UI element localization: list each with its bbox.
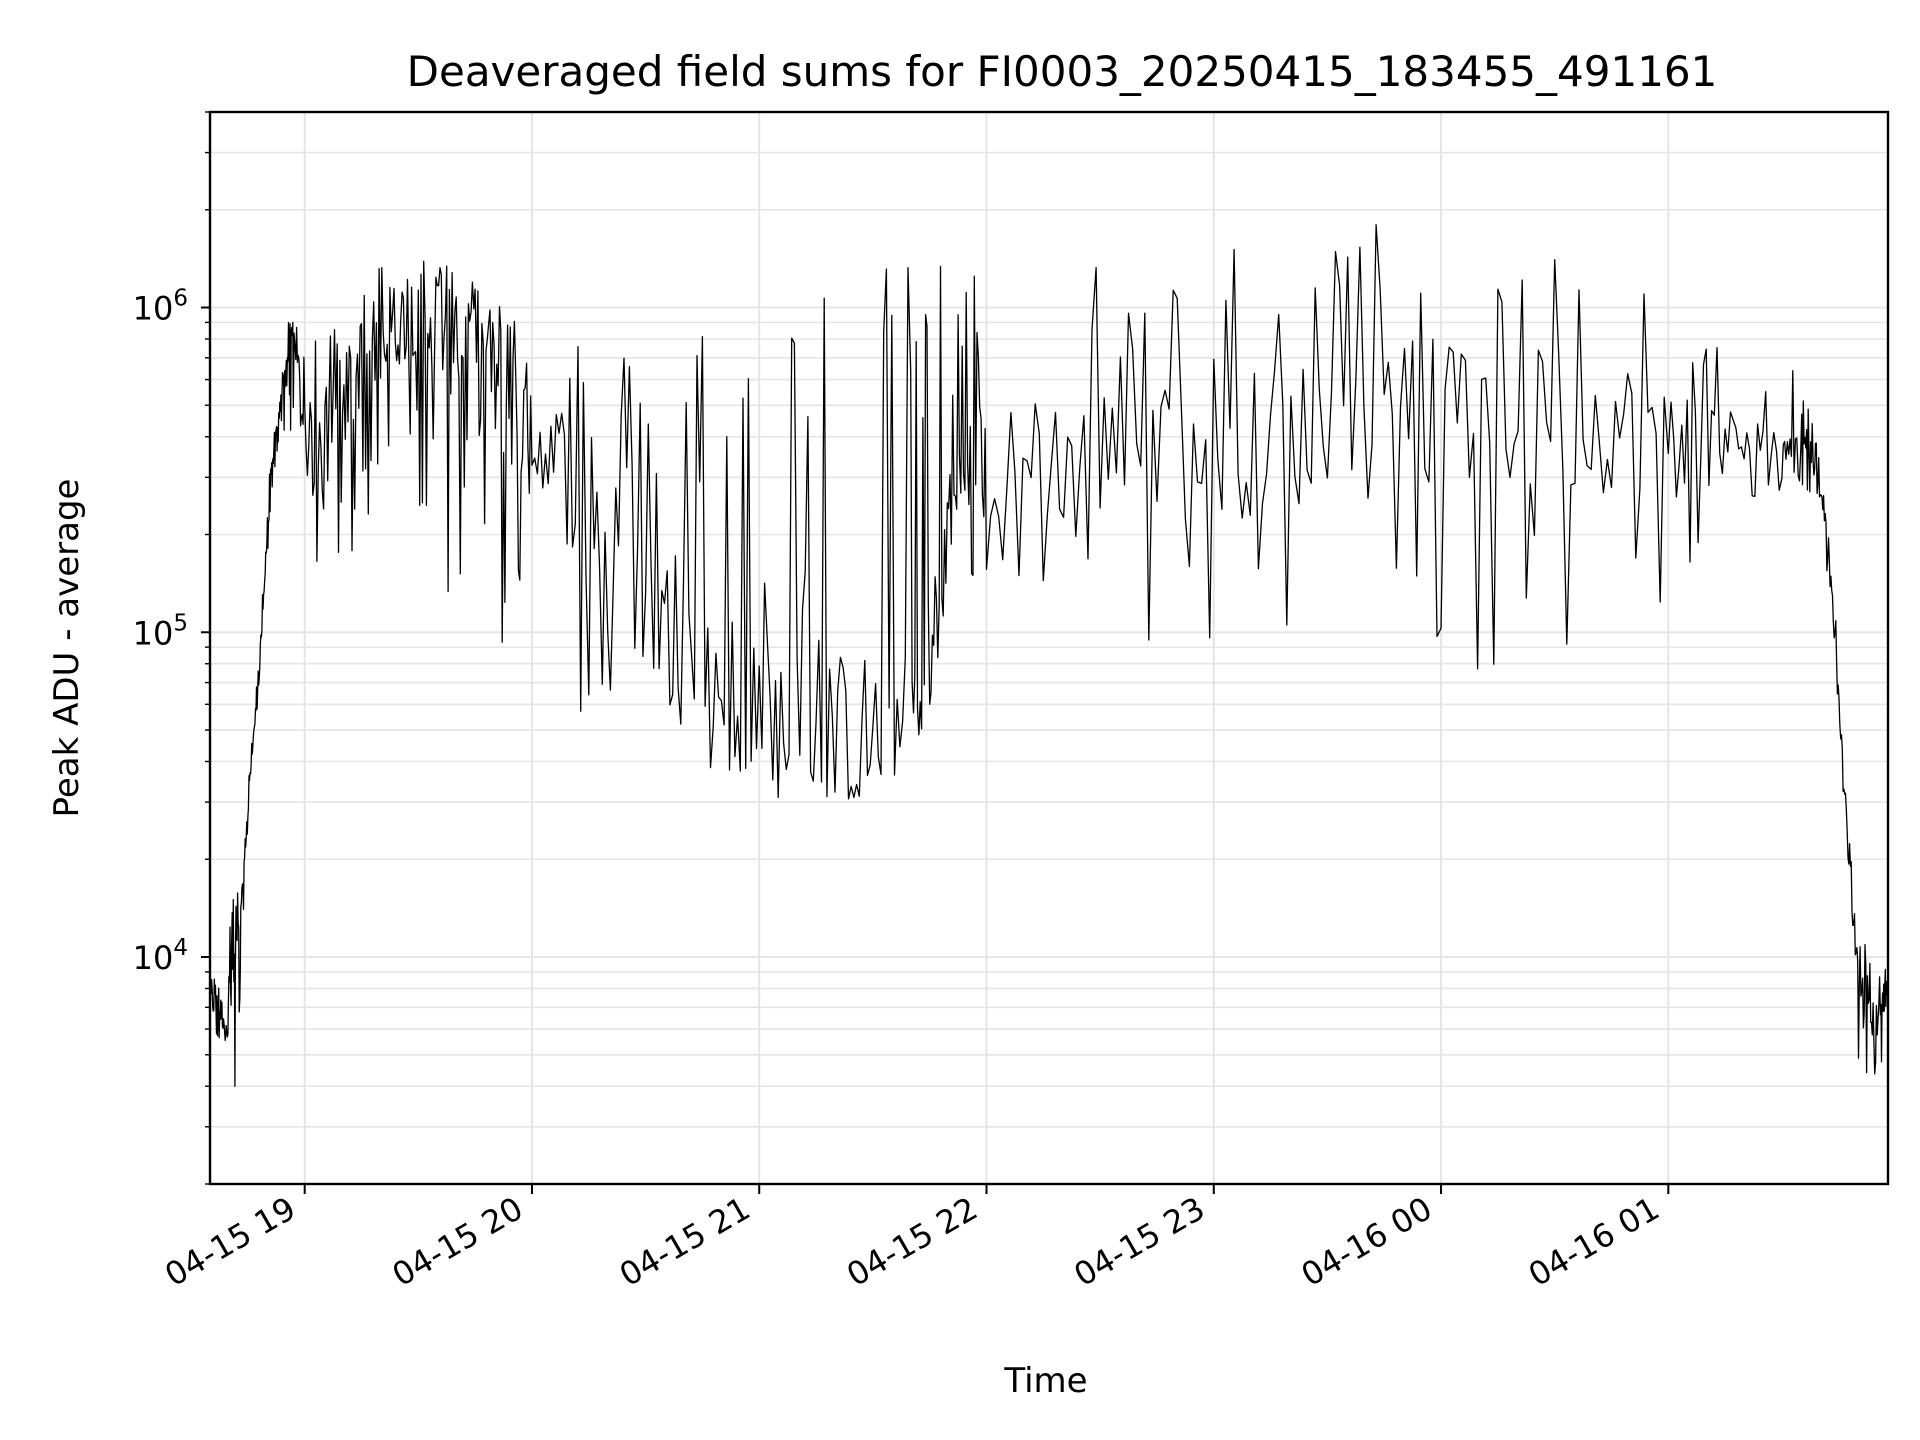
y-tick-base: 10: [133, 614, 174, 652]
x-axis-title: Time: [1003, 1361, 1087, 1401]
y-tick-exponent: 5: [173, 610, 188, 636]
y-tick-label: 106: [133, 286, 188, 328]
y-tick-exponent: 4: [173, 935, 188, 961]
y-tick-exponent: 6: [173, 286, 188, 312]
line-layer: [209, 224, 1889, 1087]
plot-frame: [208, 110, 1890, 1186]
chart-title: Deaveraged field sums for FI0003_2025041…: [407, 47, 1718, 96]
y-tick-base: 10: [133, 939, 174, 977]
y-tick-base: 10: [133, 290, 174, 328]
y-axis-title: Peak ADU - average: [47, 479, 87, 818]
series-line: [209, 224, 1889, 1087]
grid-layer: [210, 111, 1888, 1185]
y-tick-label: 104: [133, 935, 188, 977]
y-tick-label: 105: [133, 610, 188, 652]
